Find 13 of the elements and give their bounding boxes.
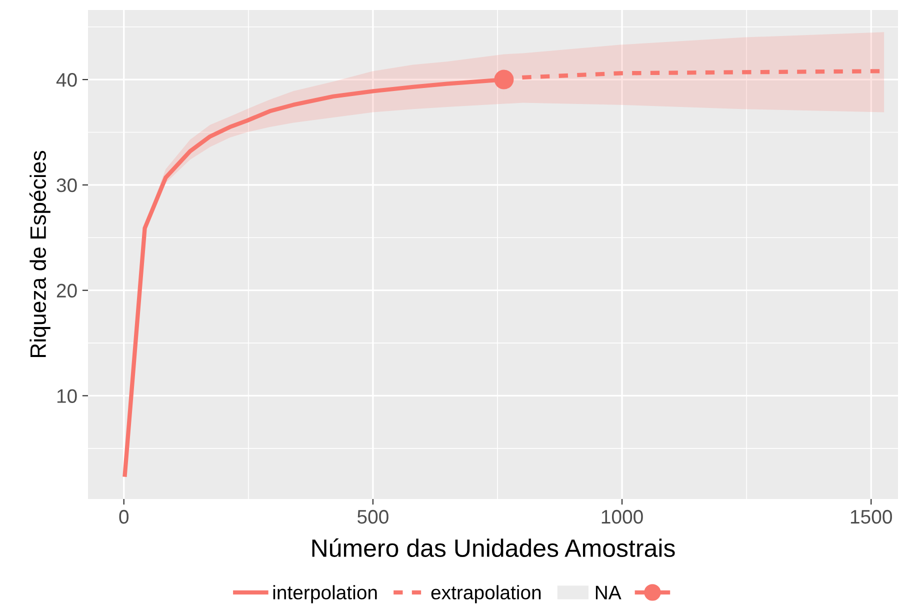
y-tick-label: 30 xyxy=(56,178,77,192)
x-tick-label: 1000 xyxy=(602,510,643,524)
legend-label: interpolation xyxy=(273,585,377,604)
text: NA xyxy=(596,586,622,600)
legend-label: extrapolation xyxy=(431,585,541,604)
y-axis-title: Riqueza de Espécies xyxy=(29,150,50,358)
x-tick-label: 0 xyxy=(119,510,129,524)
x-tick-label: 500 xyxy=(358,510,388,524)
x-axis-title: Número das Unidades Amostrais xyxy=(312,538,675,558)
y-tick-label: 20 xyxy=(56,284,77,298)
y-tick-label: 10 xyxy=(57,389,77,403)
x-tick-label: 1500 xyxy=(850,510,892,524)
y-tick-label: 40 xyxy=(56,73,77,87)
